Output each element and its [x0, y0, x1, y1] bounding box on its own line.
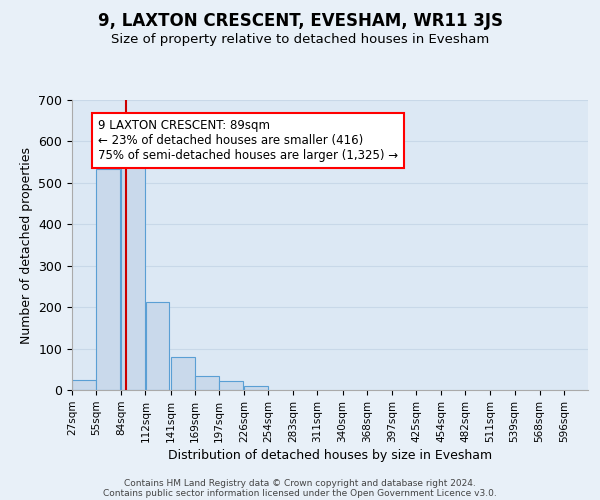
Text: Size of property relative to detached houses in Evesham: Size of property relative to detached ho…: [111, 32, 489, 46]
Bar: [121, 146, 145, 390]
Bar: [146, 302, 169, 390]
Bar: [72, 380, 96, 390]
Bar: [219, 381, 243, 390]
Text: Contains public sector information licensed under the Open Government Licence v3: Contains public sector information licen…: [103, 488, 497, 498]
Text: 9, LAXTON CRESCENT, EVESHAM, WR11 3JS: 9, LAXTON CRESCENT, EVESHAM, WR11 3JS: [97, 12, 503, 30]
Bar: [244, 386, 268, 390]
Bar: [195, 376, 219, 390]
Text: 9 LAXTON CRESCENT: 89sqm
← 23% of detached houses are smaller (416)
75% of semi-: 9 LAXTON CRESCENT: 89sqm ← 23% of detach…: [98, 118, 398, 162]
Y-axis label: Number of detached properties: Number of detached properties: [20, 146, 33, 344]
Bar: [171, 357, 194, 390]
Bar: [97, 169, 120, 390]
Text: Contains HM Land Registry data © Crown copyright and database right 2024.: Contains HM Land Registry data © Crown c…: [124, 478, 476, 488]
X-axis label: Distribution of detached houses by size in Evesham: Distribution of detached houses by size …: [168, 449, 492, 462]
